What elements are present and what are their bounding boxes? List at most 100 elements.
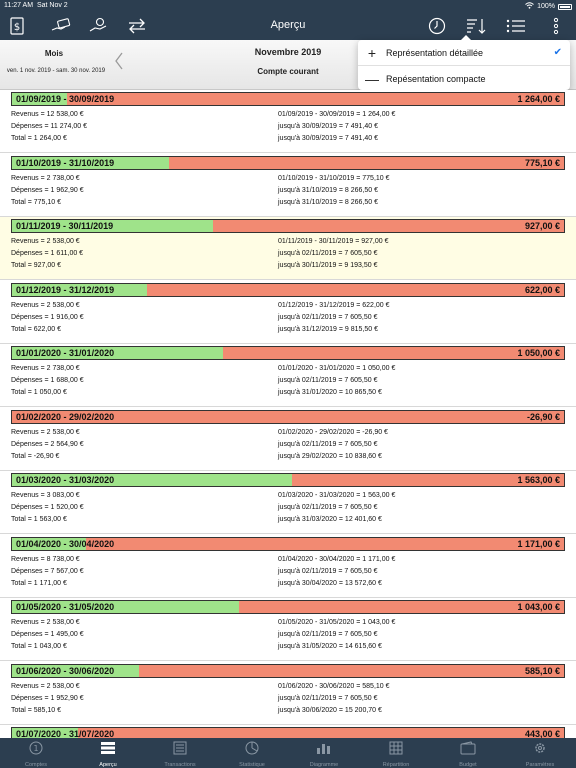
period-total-text: 01/12/2019 - 31/12/2019 = 622,00 € xyxy=(278,301,390,309)
income-fill xyxy=(12,156,170,169)
balance-end-text: jusqu'à 30/11/2019 = 9 193,50 € xyxy=(278,262,378,269)
tab-bar: 1 Comptes Aperçu Transactions Statistique Dia… xyxy=(0,738,576,768)
tab-budget[interactable]: Budget xyxy=(432,738,504,768)
tab-label: Répartition xyxy=(382,762,410,768)
list-icon xyxy=(173,741,187,760)
minus-icon: — xyxy=(365,70,379,87)
receive-money-button[interactable] xyxy=(88,15,110,37)
total-text: Total = 585,10 € xyxy=(11,706,62,714)
balance-to-date-text: jusqu'à 31/10/2019 = 8 266,50 € xyxy=(278,186,379,194)
period-row[interactable]: 01/11/2019 - 30/11/2019 927,00 € Revenus =… xyxy=(0,217,576,280)
total-text: Total = 1 264,00 € xyxy=(11,135,67,142)
payment-button[interactable] xyxy=(50,15,72,37)
list-icon xyxy=(506,19,525,33)
depenses-text: Dépenses = 2 564,90 € xyxy=(11,440,84,448)
balance-end-text: jusqu'à 30/06/2020 = 15 200,70 € xyxy=(278,706,382,714)
depenses-text: Dépenses = 1 962,90 € xyxy=(11,186,84,194)
revenus-text: Revenus = 2 538,00 € xyxy=(11,619,80,626)
navigation-bar: $ Aperçu xyxy=(0,12,576,40)
menu-item-compact[interactable]: — Repésentation compacte xyxy=(358,66,570,91)
battery-percent: 100% xyxy=(537,3,555,10)
tab-apercu[interactable]: Aperçu xyxy=(72,738,144,768)
period-row[interactable]: 01/10/2019 - 31/10/2019 775,10 € Revenus =… xyxy=(0,153,576,217)
balance-to-date-text: jusqu'à 02/11/2019 = 7 605,50 € xyxy=(278,440,378,448)
period-total-text: 01/06/2020 - 30/06/2020 = 585,10 € xyxy=(278,682,390,690)
tab-diagramme[interactable]: Diagramme xyxy=(288,738,360,768)
balance-bar: 01/09/2019 - 30/09/2019 1 264,00 € xyxy=(11,92,565,106)
revenus-text: Revenus = 8 738,00 € xyxy=(11,555,80,563)
period-amount: -26,90 € xyxy=(526,411,560,422)
hand-money-icon xyxy=(89,17,107,32)
period-amount: 775,10 € xyxy=(524,157,560,168)
depenses-text: Dépenses = 7 567,00 € xyxy=(11,567,84,575)
balance-end-text: jusqu'à 31/03/2020 = 12 401,60 € xyxy=(278,516,382,523)
balance-bar: 01/04/2020 - 30/04/2020 1 171,00 € xyxy=(11,536,565,551)
tab-label: Comptes xyxy=(24,762,47,768)
period-row[interactable]: 01/02/2020 - 29/02/2020 -26,90 € Revenus =… xyxy=(0,407,576,471)
period-label: 01/04/2020 - 30/04/2020 xyxy=(16,538,115,549)
period-row[interactable]: 01/12/2019 - 31/12/2019 622,00 € Revenus =… xyxy=(0,280,576,344)
currency-button[interactable]: $ xyxy=(6,15,28,37)
svg-text:$: $ xyxy=(14,22,20,33)
balance-to-date-text: jusqu'à 02/11/2019 = 7 605,50 € xyxy=(278,313,378,321)
period-label: 01/05/2020 - 31/05/2020 xyxy=(16,602,115,612)
revenus-text: Revenus = 2 538,00 € xyxy=(11,682,80,690)
balance-bar: 01/02/2020 - 29/02/2020 -26,90 € xyxy=(11,409,565,424)
tab-repartition[interactable]: Répartition xyxy=(360,738,432,768)
depenses-text: Dépenses = 1 916,00 € xyxy=(11,313,84,321)
period-total-text: 01/03/2020 - 31/03/2020 = 1 563,00 € xyxy=(278,492,396,499)
period-label: 01/07/2020 - 31/07/2020 xyxy=(16,729,115,738)
tab-statistique[interactable]: Statistique xyxy=(216,738,288,768)
pie-icon xyxy=(245,741,259,760)
period-row[interactable]: 01/09/2019 - 30/09/2019 1 264,00 € Revenus… xyxy=(0,90,576,153)
tab-transactions[interactable]: Transactions xyxy=(144,738,216,768)
plus-icon: + xyxy=(367,44,377,61)
period-total-text: 01/09/2019 - 30/09/2019 = 1 264,00 € xyxy=(278,111,396,118)
account-selector[interactable]: Compte courant xyxy=(257,67,319,76)
previous-period-button[interactable] xyxy=(114,52,124,75)
transfer-arrows-icon xyxy=(129,18,145,34)
tab-parametres[interactable]: Paramètres xyxy=(504,738,576,768)
period-amount: 1 043,00 € xyxy=(517,602,560,612)
period-total-text: 01/01/2020 - 31/01/2020 = 1 050,00 € xyxy=(278,365,396,372)
revenus-text: Revenus = 12 538,00 € xyxy=(11,111,84,118)
depenses-text: Dépenses = 1 495,00 € xyxy=(11,631,84,638)
period-label: 01/10/2019 - 31/10/2019 xyxy=(16,157,115,168)
balance-end-text: jusqu'à 31/10/2019 = 8 266,50 € xyxy=(278,198,379,206)
grid-icon xyxy=(389,741,403,760)
view-options-button[interactable] xyxy=(505,15,527,37)
period-row[interactable]: 01/06/2020 - 30/06/2020 585,10 € Revenus =… xyxy=(0,661,576,725)
balance-to-date-text: jusqu'à 02/11/2019 = 7 605,50 € xyxy=(278,694,378,702)
menu-item-detailed-label: Représentation détaillée xyxy=(386,47,484,58)
income-fill xyxy=(12,93,68,105)
clock-icon xyxy=(428,17,446,35)
balance-to-date-text: jusqu'à 02/11/2019 = 7 605,50 € xyxy=(278,250,378,257)
period-row[interactable]: 01/01/2020 - 31/01/2020 1 050,00 € Revenus… xyxy=(0,344,576,407)
period-type-label[interactable]: Mois xyxy=(44,49,64,58)
transfer-button[interactable] xyxy=(126,15,148,37)
total-text: Total = 1 563,00 € xyxy=(11,516,67,523)
income-fill xyxy=(12,347,224,359)
period-label: 01/02/2020 - 29/02/2020 xyxy=(16,411,115,422)
balance-to-date-text: jusqu'à 30/09/2019 = 7 491,40 € xyxy=(278,123,379,130)
tab-label: Aperçu xyxy=(99,762,117,768)
sort-button[interactable] xyxy=(465,15,487,37)
more-button[interactable] xyxy=(545,15,567,37)
total-text: Total = 622,00 € xyxy=(11,325,62,333)
period-row[interactable]: 01/05/2020 - 31/05/2020 1 043,00 € Revenus… xyxy=(0,598,576,661)
balance-bar: 01/10/2019 - 31/10/2019 775,10 € xyxy=(11,155,565,170)
tab-comptes[interactable]: 1 Comptes xyxy=(0,738,72,768)
period-list[interactable]: 01/09/2019 - 30/09/2019 1 264,00 € Revenus… xyxy=(0,90,576,738)
period-label: 01/03/2020 - 31/03/2020 xyxy=(16,475,115,485)
history-button[interactable] xyxy=(426,15,448,37)
tab-label: Budget xyxy=(459,762,477,768)
balance-bar: 01/03/2020 - 31/03/2020 1 563,00 € xyxy=(11,473,565,487)
period-row[interactable]: 01/03/2020 - 31/03/2020 1 563,00 € Revenus… xyxy=(0,471,576,534)
hand-card-icon xyxy=(51,18,71,31)
menu-item-detailed[interactable]: + Représentation détaillée ✔ xyxy=(358,40,570,65)
period-label: 01/09/2019 - 30/09/2019 xyxy=(16,94,115,104)
balance-end-text: jusqu'à 31/05/2020 = 14 615,60 € xyxy=(278,643,382,650)
menu-divider xyxy=(358,65,570,66)
period-row[interactable]: 01/04/2020 - 30/04/2020 1 171,00 € Revenus… xyxy=(0,534,576,598)
